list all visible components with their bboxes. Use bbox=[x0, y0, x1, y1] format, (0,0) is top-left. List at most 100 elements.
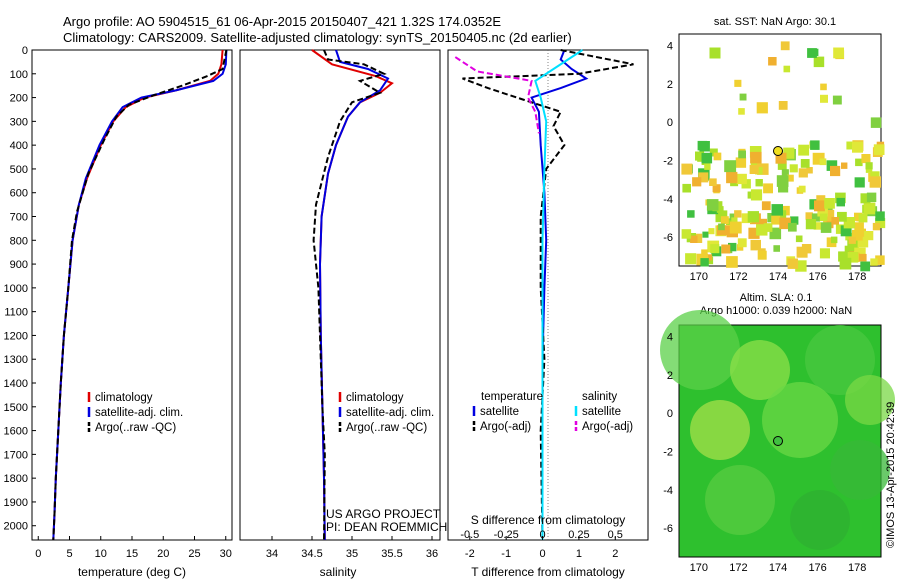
sst-pixel bbox=[864, 231, 874, 241]
map-x-tick: 176 bbox=[808, 271, 826, 283]
sst-pixel bbox=[778, 182, 789, 193]
sst-pixel bbox=[852, 141, 863, 153]
sla-blob bbox=[762, 382, 838, 458]
sst-pixel bbox=[859, 253, 867, 262]
sst-pixel bbox=[870, 258, 878, 266]
sst-pixel bbox=[778, 101, 788, 110]
sst-pixel bbox=[869, 176, 881, 188]
sst-pixel bbox=[738, 108, 745, 115]
difference-panel: temperature salinity satellite Argo(-adj) sa… bbox=[447, 49, 649, 579]
x-tick: 0 bbox=[539, 548, 545, 560]
map-y-tick: 2 bbox=[667, 79, 673, 91]
sst-pixel bbox=[812, 152, 825, 165]
sst-pixel bbox=[768, 57, 777, 66]
sst-pixel bbox=[756, 102, 768, 114]
sst-pixel bbox=[749, 164, 759, 174]
salinity-panel: 34 34.5 35 35.5 36 salinity climatology satel… bbox=[239, 49, 447, 579]
depth-tick: 600 bbox=[10, 188, 28, 200]
sst-pixel bbox=[747, 211, 759, 223]
legend-label: Argo(-adj) bbox=[480, 421, 531, 433]
sst-pixel bbox=[866, 192, 877, 202]
depth-tick: 1500 bbox=[4, 402, 28, 414]
depth-tick: 800 bbox=[10, 235, 28, 247]
sla-blob bbox=[845, 375, 895, 425]
sst-pixel bbox=[810, 140, 820, 150]
salinity-legend: climatology satellite-adj. clim. Argo(..ra… bbox=[338, 392, 434, 434]
sst-pixel bbox=[739, 93, 747, 101]
sla-blob bbox=[660, 310, 740, 390]
map-y-tick: -6 bbox=[663, 232, 673, 244]
depth-tick: 1800 bbox=[4, 473, 28, 485]
sst-pixel bbox=[737, 238, 747, 248]
sst-pixel bbox=[704, 163, 711, 170]
sst-pixel bbox=[854, 222, 864, 232]
t-difference-tick-labels: -2 -1 0 1 2 bbox=[465, 536, 618, 560]
series-line-salinity-satellite bbox=[534, 49, 584, 540]
depth-tick: 1100 bbox=[4, 307, 28, 319]
sst-pixel bbox=[783, 65, 791, 73]
sst-pixel bbox=[701, 152, 713, 164]
map-x-tick: 178 bbox=[848, 271, 866, 283]
map-x-tick: 172 bbox=[729, 562, 747, 574]
map-y-tick: 0 bbox=[667, 408, 673, 420]
sst-pixel bbox=[787, 258, 798, 269]
sst-pixel bbox=[698, 172, 709, 183]
sst-pixel bbox=[806, 167, 813, 174]
sst-pixel bbox=[681, 163, 693, 175]
sst-pixel bbox=[819, 158, 827, 166]
sst-pixel bbox=[790, 216, 799, 225]
map-y-tick: 4 bbox=[667, 332, 673, 344]
sst-pixel bbox=[832, 95, 842, 105]
legend-label: Argo(..raw -QC) bbox=[95, 422, 176, 434]
sst-pixel bbox=[713, 152, 722, 161]
salinity-tick-labels: 34 34.5 35 35.5 36 bbox=[266, 536, 438, 560]
sst-pixel bbox=[726, 256, 738, 268]
sst-pixel bbox=[738, 150, 746, 159]
legend-label: Argo(..raw -QC) bbox=[346, 422, 427, 434]
sst-pixel bbox=[830, 236, 838, 244]
sst-pixel bbox=[682, 183, 691, 193]
sst-pixel bbox=[709, 178, 717, 186]
sst-pixel bbox=[820, 94, 828, 103]
s-tick: -0.5 bbox=[460, 529, 479, 541]
t-difference-label: T difference from climatology bbox=[471, 565, 625, 579]
sst-pixel bbox=[777, 161, 787, 170]
depth-tick: 1700 bbox=[4, 449, 28, 461]
sst-pixel bbox=[865, 162, 873, 170]
sst-pixel bbox=[861, 154, 871, 164]
sst-pixel bbox=[736, 244, 744, 251]
sst-pixel bbox=[728, 242, 737, 252]
sst-pixel bbox=[795, 235, 803, 243]
legend-label: climatology bbox=[346, 392, 404, 404]
sst-pixel bbox=[749, 146, 762, 158]
sla-blob bbox=[705, 465, 775, 535]
legend-label: satellite-adj. clim. bbox=[346, 407, 434, 419]
series-line-argo-raw-qc- bbox=[52, 49, 228, 541]
sst-pixel bbox=[838, 251, 849, 262]
x-tick: 5 bbox=[66, 548, 72, 560]
sst-pixel bbox=[875, 255, 885, 265]
sst-pixel bbox=[769, 227, 782, 240]
project-annotation: US ARGO PROJECT bbox=[326, 507, 441, 521]
sst-pixel bbox=[846, 141, 855, 150]
sst-pixel bbox=[844, 245, 855, 256]
sst-pixel bbox=[771, 204, 783, 216]
map-x-tick: 174 bbox=[769, 562, 787, 574]
sst-pixel bbox=[845, 232, 853, 241]
sst-pixel bbox=[750, 189, 763, 201]
x-tick: 35 bbox=[346, 548, 358, 560]
sst-pixel bbox=[873, 144, 885, 155]
sst-pixel bbox=[750, 239, 761, 251]
header-line-1: Argo profile: AO 5904515_61 06-Apr-2015 … bbox=[63, 14, 501, 29]
series-line-salinity-argo-adj- bbox=[454, 56, 540, 134]
sst-pixel bbox=[860, 193, 871, 204]
map-x-tick: 174 bbox=[769, 271, 787, 283]
sst-pixel bbox=[831, 217, 839, 225]
map-y-tick: 2 bbox=[667, 370, 673, 382]
s-tick: 0.25 bbox=[568, 529, 589, 541]
sst-pixel bbox=[724, 160, 737, 173]
x-tick: 0 bbox=[35, 548, 41, 560]
map-x-tick: 176 bbox=[808, 562, 826, 574]
sst-pixel bbox=[788, 222, 797, 232]
sst-pixel bbox=[755, 167, 763, 175]
